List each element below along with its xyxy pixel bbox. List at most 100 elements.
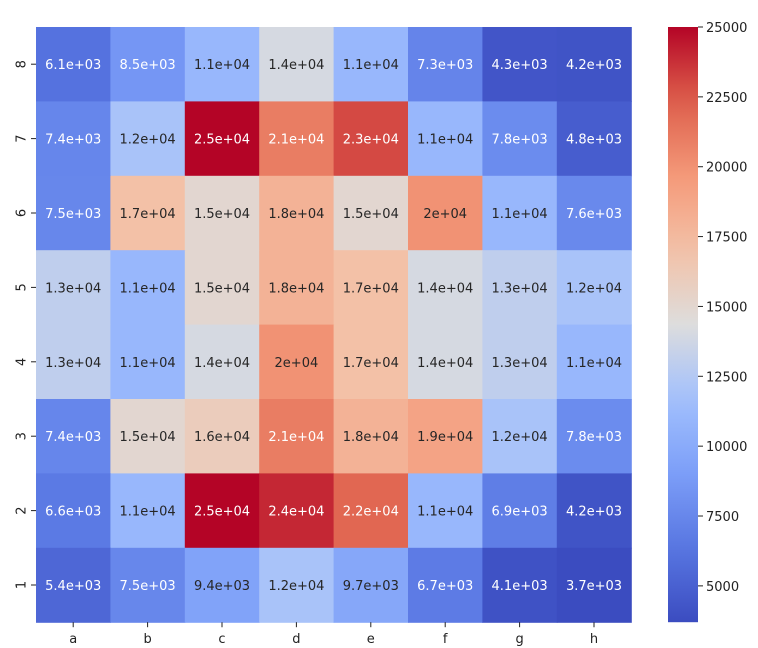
- colorbar-tick-label: 12500: [706, 370, 747, 385]
- heatmap-cell: [333, 324, 409, 400]
- heatmap-cell: [408, 324, 483, 400]
- cell-value-label: 7.4e+03: [45, 430, 101, 445]
- cell-value-label: 1.9e+04: [417, 430, 473, 445]
- heatmap-cell: [482, 27, 558, 102]
- cell-value-label: 1.1e+04: [492, 207, 548, 222]
- heatmap-cell: [259, 324, 335, 400]
- heatmap-cell: [482, 250, 558, 326]
- colorbar-tick-label: 10000: [706, 440, 747, 455]
- colorbar-gradient: [668, 27, 698, 623]
- heatmap-cell: [556, 101, 632, 177]
- x-tick-label: a: [69, 632, 77, 647]
- cell-value-label: 1.1e+04: [120, 356, 176, 371]
- heatmap-cell: [408, 473, 483, 549]
- colorbar-tick-label: 17500: [706, 231, 747, 246]
- cell-value-label: 7.8e+03: [492, 133, 548, 148]
- heatmap-cell: [556, 175, 632, 251]
- heatmap-cell: [110, 27, 186, 102]
- heatmap-cell: [259, 399, 335, 474]
- heatmap-cell: [333, 473, 409, 549]
- y-tick-label: 3: [15, 432, 30, 440]
- heatmap-cell: [482, 473, 558, 549]
- heatmap-cell: [333, 250, 409, 326]
- heatmap-cell: [259, 27, 335, 102]
- heatmap-cell: [110, 547, 186, 623]
- heatmap-cell: [184, 547, 260, 623]
- cell-value-label: 1.5e+04: [194, 281, 250, 296]
- cell-value-label: 2.2e+04: [343, 505, 399, 520]
- cell-value-label: 1.3e+04: [492, 356, 548, 371]
- cell-value-label: 7.5e+03: [120, 579, 176, 594]
- heatmap-cell: [556, 547, 632, 623]
- heatmap-cell: [333, 101, 409, 177]
- cell-value-label: 2.1e+04: [268, 133, 324, 148]
- y-axis: 8 7 6 5 4 3 2 1: [15, 60, 36, 589]
- cell-value-label: 5.4e+03: [45, 579, 101, 594]
- cell-value-label: 1.3e+04: [45, 356, 101, 371]
- cell-value-label: 9.7e+03: [343, 579, 399, 594]
- cell-value-label: 1.7e+04: [120, 207, 176, 222]
- cell-value-label: 1.4e+04: [417, 356, 473, 371]
- x-tick-label: h: [590, 632, 598, 647]
- heatmap-cell: [408, 101, 483, 177]
- heatmap-cell: [36, 547, 111, 623]
- heatmap-cell: [36, 399, 111, 474]
- x-axis: a b c d e f g h: [69, 622, 598, 647]
- heatmap-cell: [482, 324, 558, 400]
- cell-value-label: 4.3e+03: [492, 58, 548, 73]
- cell-value-label: 4.2e+03: [566, 58, 622, 73]
- cell-value-label: 1.2e+04: [566, 281, 622, 296]
- heatmap-cell: [259, 473, 335, 549]
- heatmap-cell: [333, 399, 409, 474]
- heatmap-cell: [408, 250, 483, 326]
- heatmap-cell: [333, 27, 409, 102]
- heatmap-cell: [556, 27, 632, 102]
- x-tick-label: e: [367, 632, 375, 647]
- heatmap-cell: [408, 27, 483, 102]
- cell-value-label: 1.4e+04: [194, 356, 250, 371]
- heatmap-cell: [482, 547, 558, 623]
- cell-value-label: 6.6e+03: [45, 505, 101, 520]
- heatmap-cell: [184, 324, 260, 400]
- heatmap-cell: [36, 175, 111, 251]
- cell-value-label: 1.1e+04: [194, 58, 250, 73]
- heatmap-cell: [259, 250, 335, 326]
- heatmap-cell: [184, 399, 260, 474]
- cell-value-label: 1.7e+04: [343, 356, 399, 371]
- cell-value-label: 9.4e+03: [194, 579, 250, 594]
- x-tick-label: f: [443, 632, 448, 647]
- heatmap-cell: [482, 399, 558, 474]
- heatmap-cell: [259, 175, 335, 251]
- heatmap-cell: [184, 473, 260, 549]
- x-tick-label: b: [143, 632, 151, 647]
- heatmap-cell: [482, 101, 558, 177]
- heatmap-cell: [110, 324, 186, 400]
- heatmap-cell: [36, 101, 111, 177]
- heatmap-cell: [110, 473, 186, 549]
- heatmap-cell: [184, 101, 260, 177]
- cell-value-label: 1.5e+04: [120, 430, 176, 445]
- cell-value-label: 1.6e+04: [194, 430, 250, 445]
- cell-value-label: 2.1e+04: [268, 430, 324, 445]
- heatmap-cell: [110, 175, 186, 251]
- cell-value-label: 1.4e+04: [417, 281, 473, 296]
- cell-value-label: 7.6e+03: [566, 207, 622, 222]
- heatmap-cell: [259, 101, 335, 177]
- heatmap-cell: [110, 250, 186, 326]
- cell-value-label: 1.8e+04: [343, 430, 399, 445]
- cell-value-label: 1.2e+04: [268, 579, 324, 594]
- cell-value-label: 3.7e+03: [566, 579, 622, 594]
- y-tick-label: 4: [15, 358, 30, 366]
- cell-value-label: 2.3e+04: [343, 133, 399, 148]
- x-tick-label: c: [218, 632, 225, 647]
- cell-value-label: 1.1e+04: [120, 281, 176, 296]
- cell-value-label: 7.5e+03: [45, 207, 101, 222]
- cell-value-label: 6.7e+03: [417, 579, 473, 594]
- cell-value-label: 1.8e+04: [268, 207, 324, 222]
- x-tick-label: g: [515, 632, 523, 647]
- cell-value-label: 1.1e+04: [417, 133, 473, 148]
- heatmap-cell: [556, 399, 632, 474]
- heatmap-cell: [36, 473, 111, 549]
- cell-value-label: 2e+04: [423, 207, 467, 222]
